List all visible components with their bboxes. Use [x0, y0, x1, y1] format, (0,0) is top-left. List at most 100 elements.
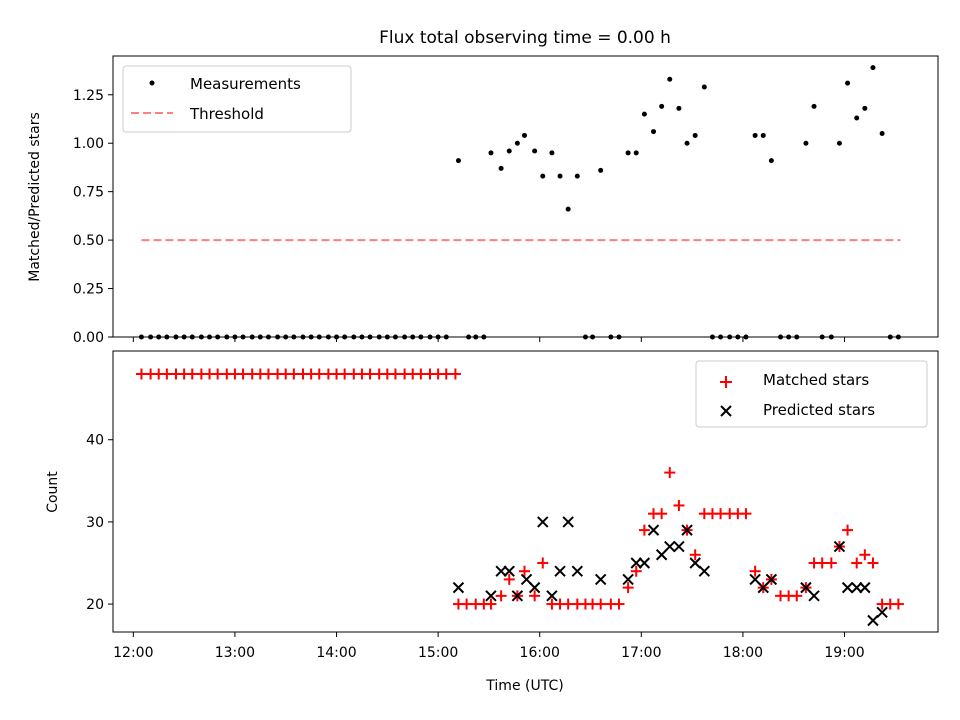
- bottom-legend: Matched stars Predicted stars: [695, 360, 928, 428]
- top-plot-area: 0.00 0.25 0.50 0.75 1.00 1.25: [73, 65, 901, 346]
- predicted-star-point: [851, 581, 863, 594]
- legend-threshold-label: Threshold: [189, 105, 264, 123]
- measurement-point: [498, 165, 504, 171]
- legend-matched-marker: [720, 376, 732, 388]
- measurement-point: [862, 105, 868, 111]
- top-y-axis-label: Matched/Predicted stars: [27, 112, 43, 282]
- predicted-star-point: [554, 565, 566, 577]
- matched-star-point: [485, 598, 497, 610]
- predicted-star-point: [503, 565, 515, 577]
- predicted-star-point: [859, 581, 871, 594]
- y-tick-label: 0.75: [73, 185, 104, 201]
- predicted-star-point: [681, 524, 693, 536]
- predicted-star-point: [495, 565, 507, 577]
- matched-star-point: [638, 524, 650, 536]
- measurement-point: [845, 80, 851, 86]
- predicted-star-point: [622, 573, 634, 586]
- x-tick-label: 13:00: [215, 645, 255, 661]
- predicted-star-point: [511, 590, 524, 602]
- measurement-point: [684, 140, 690, 146]
- measurement-point: [565, 206, 571, 212]
- matched-star-point: [664, 467, 676, 479]
- matched-star-point: [892, 598, 904, 610]
- matched-star-point: [595, 598, 607, 610]
- predicted-star-point: [867, 614, 879, 627]
- predicted-star-point: [537, 516, 549, 528]
- predicted-star-point: [528, 581, 541, 594]
- top-axes-frame: [112, 55, 939, 338]
- measurement-point: [701, 84, 707, 90]
- matched-star-point: [851, 557, 863, 569]
- measurement-point: [667, 76, 673, 82]
- measurement-point: [455, 158, 461, 164]
- predicted-star-point: [638, 557, 651, 569]
- matched-star-point: [656, 508, 668, 520]
- matched-star-point: [518, 565, 530, 577]
- matched-star-point: [689, 549, 701, 561]
- top-legend-box: [122, 65, 352, 133]
- matched-star-point: [613, 598, 625, 610]
- x-tick-label: 12:00: [113, 645, 153, 661]
- measurement-point: [811, 103, 817, 109]
- legend-predicted-marker: [720, 405, 732, 417]
- matched-star-point: [825, 557, 837, 569]
- legend-matched-label: Matched stars: [763, 371, 869, 389]
- measurement-point: [659, 103, 665, 109]
- matched-star-point: [673, 499, 685, 511]
- matched-star-point: [449, 368, 461, 380]
- matched-star-point: [867, 557, 879, 569]
- y-tick-label: 40: [86, 433, 104, 449]
- top-legend: Measurements Threshold: [122, 65, 352, 133]
- y-tick-label: 0.00: [73, 330, 104, 346]
- x-tick-label: 15:00: [418, 645, 458, 661]
- predicted-star-point: [647, 524, 660, 536]
- legend-predicted-label: Predicted stars: [763, 401, 875, 419]
- measurement-point: [768, 158, 774, 164]
- matched-star-point: [791, 590, 803, 602]
- measurement-point: [651, 129, 657, 135]
- predicted-star-point: [562, 516, 574, 528]
- measurement-point: [854, 115, 860, 121]
- matched-star-point: [622, 582, 634, 594]
- measurement-point: [598, 167, 604, 173]
- bottom-plot-area: 12:00 13:00 14:00 15:00 16:00 17:00 18:00 19:00…: [86, 368, 904, 661]
- y-tick-label: 30: [86, 515, 104, 531]
- measurement-point: [540, 173, 546, 179]
- bottom-y-axis-label: Count: [45, 471, 61, 513]
- y-tick-label: 0.25: [73, 282, 104, 298]
- bottom-panel: 12:00 13:00 14:00 15:00 16:00 17:00 18:00 19:00…: [45, 350, 939, 694]
- matched-star-point: [495, 590, 507, 602]
- measurement-point: [506, 148, 512, 154]
- measurement-point: [692, 132, 698, 138]
- measurement-point: [557, 173, 563, 179]
- matched-star-point: [529, 590, 541, 602]
- predicted-star-point: [630, 557, 642, 569]
- measurement-point: [574, 173, 580, 179]
- top-panel: Flux total observing time = 0.00 h 0.000…: [27, 28, 939, 346]
- legend-measurements-label: Measurements: [190, 75, 301, 93]
- y-tick-label: 20: [86, 597, 104, 613]
- y-tick-label: 1.25: [73, 88, 104, 104]
- matched-star-point: [537, 557, 549, 569]
- measurement-point: [488, 150, 494, 156]
- predicted-star-point: [841, 581, 854, 594]
- measurement-point: [760, 132, 766, 138]
- measurement-point: [803, 140, 809, 146]
- y-tick-label: 0.50: [73, 233, 104, 249]
- bottom-legend-box: [695, 360, 928, 428]
- predicted-star-point: [664, 540, 676, 553]
- matched-star-point: [749, 565, 761, 577]
- measurement-point: [752, 132, 758, 138]
- predicted-star-point: [673, 540, 685, 553]
- measurement-point: [514, 140, 520, 146]
- predicted-star-point: [594, 573, 607, 586]
- x-tick-label: 19:00: [824, 645, 864, 661]
- x-tick-label: 17:00: [621, 645, 661, 661]
- predicted-star-point: [546, 590, 558, 602]
- measurement-point: [870, 65, 876, 71]
- bottom-x-axis-label: Time (UTC): [485, 678, 563, 694]
- measurement-point: [641, 111, 647, 117]
- predicted-star-point: [765, 573, 778, 586]
- predicted-star-point: [571, 565, 584, 577]
